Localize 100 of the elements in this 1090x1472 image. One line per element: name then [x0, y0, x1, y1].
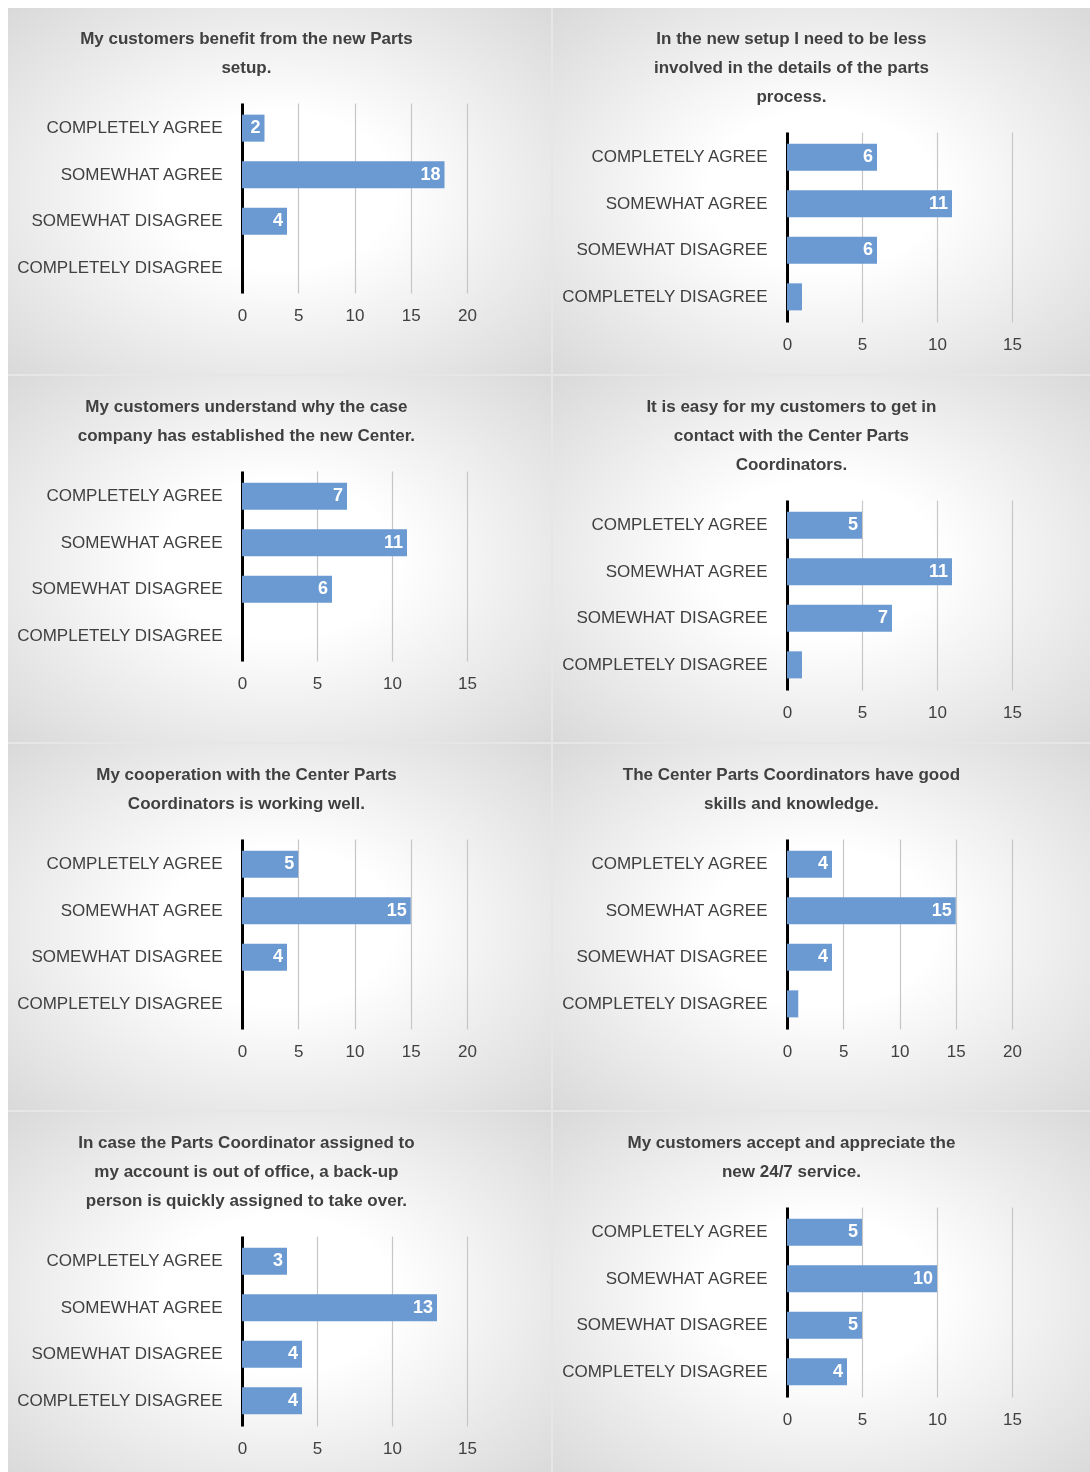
y-tick-label: SOMEWHAT AGREE [60, 1297, 223, 1317]
x-tick-label: 5 [294, 1041, 304, 1061]
data-label: 4 [832, 1360, 843, 1381]
y-tick-label: SOMEWHAT AGREE [605, 900, 768, 920]
bar [787, 1311, 862, 1339]
x-tick-label: 10 [345, 1041, 365, 1061]
x-tick-label: 5 [839, 1041, 849, 1061]
data-label: 2 [250, 117, 261, 138]
y-tick-label: COMPLETELY AGREE [591, 854, 768, 874]
data-label: 4 [287, 1389, 298, 1410]
bar [242, 1247, 287, 1275]
data-label: 4 [817, 946, 828, 967]
x-tick-label: 20 [458, 305, 477, 325]
y-tick-label: COMPLETELY DISAGREE [562, 1361, 768, 1381]
bar [242, 1340, 302, 1368]
bar [787, 511, 862, 539]
y-tick-label: SOMEWHAT DISAGREE [576, 947, 768, 967]
x-tick-label: 5 [294, 305, 304, 325]
x-tick-label: 20 [1003, 1041, 1022, 1061]
x-tick-label: 5 [312, 1438, 323, 1458]
bar [242, 529, 407, 557]
bar [787, 1358, 847, 1386]
x-tick-label: 0 [782, 334, 793, 354]
x-tick-label: 10 [928, 334, 947, 354]
x-tick-label: 0 [237, 673, 248, 693]
y-tick-label: SOMEWHAT AGREE [605, 1268, 768, 1288]
bar [242, 161, 445, 189]
y-tick-label: COMPLETELY DISAGREE [17, 257, 223, 277]
x-tick-label: 5 [857, 702, 868, 722]
data-label: 11 [928, 560, 948, 581]
bar [242, 1294, 437, 1322]
y-tick-label: COMPLETELY DISAGREE [17, 993, 223, 1013]
y-tick-label: SOMEWHAT AGREE [60, 164, 223, 184]
x-tick-label: 0 [782, 1041, 793, 1061]
x-tick-label: 15 [1003, 1409, 1022, 1429]
chart-title: My customers accept and appreciate the new 24/7 service. [627, 1133, 956, 1181]
bar [787, 1218, 862, 1246]
data-label: 13 [412, 1296, 433, 1317]
bar [787, 236, 877, 264]
data-label: 15 [386, 899, 407, 920]
bar [787, 190, 952, 218]
bar [787, 283, 802, 311]
y-tick-label: COMPLETELY AGREE [46, 118, 223, 138]
x-tick-label: 10 [383, 673, 402, 693]
y-tick-label: COMPLETELY DISAGREE [562, 993, 768, 1013]
x-tick-label: 0 [237, 1438, 248, 1458]
data-label: 5 [284, 853, 295, 874]
data-label: 11 [928, 192, 948, 213]
bar [787, 604, 892, 632]
x-tick-label: 0 [237, 305, 248, 325]
bar [787, 943, 832, 971]
bar [787, 143, 877, 171]
data-label: 6 [862, 239, 873, 260]
chart-title: In case the Parts Coordinator assigned to my account is out of office, a back-up person is quickly assigned to take over. [78, 1133, 415, 1210]
bar [787, 990, 799, 1018]
y-tick-label: SOMEWHAT DISAGREE [576, 240, 768, 260]
bar [787, 1265, 937, 1293]
bar [787, 651, 802, 679]
x-tick-label: 5 [312, 673, 323, 693]
y-tick-label: COMPLETELY DISAGREE [17, 625, 223, 645]
bar [242, 943, 287, 971]
chart-title: It is easy for my customers to get in contact with the Center Parts Coordinators. [646, 397, 937, 474]
bar [787, 850, 832, 878]
x-tick-label: 15 [401, 1041, 421, 1061]
y-tick-label: COMPLETELY DISAGREE [562, 286, 768, 306]
y-tick-label: COMPLETELY AGREE [591, 515, 768, 535]
x-tick-label: 0 [237, 1041, 248, 1061]
chart-title: My customers understand why the case company has established the new Center. [77, 397, 416, 445]
y-tick-label: COMPLETELY AGREE [46, 854, 223, 874]
data-label: 5 [847, 1221, 858, 1242]
y-tick-label: SOMEWHAT DISAGREE [31, 947, 223, 967]
chart-title: The Center Parts Coordinators have good skills and knowledge. [622, 765, 961, 813]
data-label: 3 [272, 1250, 283, 1271]
x-tick-label: 10 [345, 305, 365, 325]
y-tick-label: COMPLETELY AGREE [46, 486, 223, 506]
data-label: 5 [847, 1314, 858, 1335]
data-label: 4 [272, 210, 283, 231]
chart-title: My cooperation with the Center Parts Coordinators is working well. [96, 765, 397, 813]
data-label: 10 [912, 1267, 933, 1288]
data-label: 11 [383, 531, 403, 552]
bar [242, 850, 299, 878]
x-tick-label: 10 [383, 1438, 402, 1458]
x-tick-label: 15 [946, 1041, 966, 1061]
x-tick-label: 15 [458, 673, 477, 693]
x-tick-label: 10 [928, 702, 947, 722]
bar [242, 207, 287, 235]
y-tick-label: COMPLETELY DISAGREE [562, 654, 768, 674]
data-label: 15 [931, 899, 952, 920]
x-tick-label: 10 [890, 1041, 910, 1061]
y-tick-label: SOMEWHAT AGREE [60, 532, 223, 552]
x-tick-label: 15 [1003, 334, 1022, 354]
x-tick-label: 15 [458, 1438, 477, 1458]
data-label: 18 [420, 163, 441, 184]
y-tick-label: SOMEWHAT DISAGREE [576, 608, 768, 628]
x-tick-label: 5 [857, 334, 868, 354]
data-label: 7 [332, 485, 343, 506]
x-tick-label: 0 [782, 1409, 793, 1429]
y-tick-label: COMPLETELY AGREE [591, 147, 768, 167]
y-tick-label: SOMEWHAT AGREE [60, 900, 223, 920]
bar [787, 558, 952, 586]
